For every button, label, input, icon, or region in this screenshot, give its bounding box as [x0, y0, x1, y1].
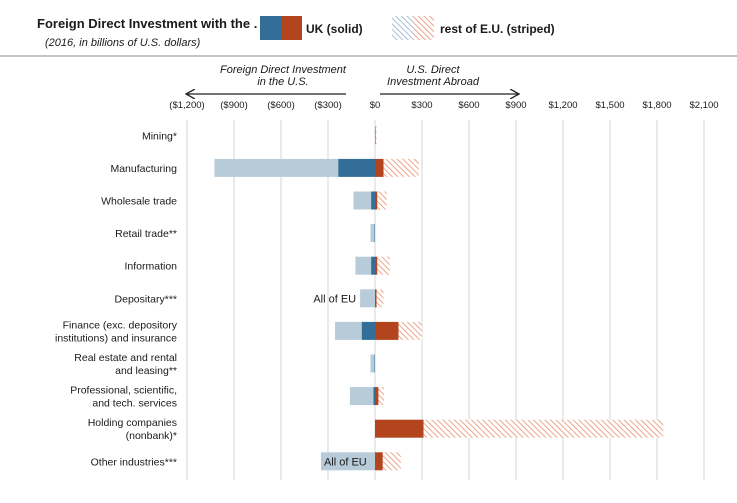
bar-outward-eu	[383, 158, 419, 177]
bar-outward-uk	[375, 387, 379, 406]
chart-subtitle: (2016, in billions of U.S. dollars)	[45, 37, 201, 49]
category-label: Real estate and rental	[74, 352, 177, 364]
bar-outward-eu	[378, 387, 384, 406]
bar-inward-uk	[371, 256, 375, 275]
chart-title: Foreign Direct Investment with the . . .	[37, 16, 272, 31]
category-label: Depositary***	[115, 293, 177, 305]
legend-swatch-eu-inward	[392, 16, 413, 40]
annotations: All of EU All of EU	[313, 293, 366, 468]
bar-outward-uk	[375, 126, 376, 145]
bar-inward-eu	[214, 158, 339, 177]
category-labels: Mining* Manufacturing Wholesale trade Retai…	[55, 130, 178, 468]
category-label: Information	[124, 261, 177, 273]
bar-outward-uk	[375, 289, 377, 308]
bar-outward-uk	[375, 158, 384, 177]
x-tick-label: ($600)	[267, 100, 294, 111]
bar-inward-eu	[349, 387, 374, 406]
category-label: Manufacturing	[110, 163, 177, 175]
bar-inward-uk	[371, 191, 375, 210]
x-tick-labels: ($1,200) ($900) ($600) ($300) $0 $300 $600 $900…	[169, 100, 718, 111]
category-label: Finance (exc. depository	[63, 319, 178, 331]
bar-outward-uk	[375, 321, 399, 340]
bars	[214, 126, 664, 471]
bar-outward-uk	[375, 191, 378, 210]
x-tick-label: ($900)	[220, 100, 247, 111]
category-label: (nonbank)*	[126, 430, 177, 442]
bar-outward-uk	[375, 452, 383, 471]
bar-inward-eu	[320, 452, 375, 471]
bar-inward-eu	[370, 354, 375, 373]
category-label: Holding companies	[88, 417, 177, 429]
category-label: Wholesale trade	[101, 196, 177, 208]
bar-outward-eu	[375, 126, 377, 145]
direction-right-line: U.S. Direct	[406, 64, 460, 76]
x-tick-label: $2,100	[689, 100, 718, 111]
legend-swatch-uk-inward	[260, 16, 281, 40]
x-tick-label: $0	[370, 100, 381, 111]
x-tick-label: $1,500	[595, 100, 624, 111]
category-label: Professional, scientific,	[70, 385, 177, 397]
x-tick-label: ($300)	[314, 100, 341, 111]
category-label: Mining*	[142, 130, 177, 142]
bar-inward-uk	[374, 224, 375, 243]
category-label: and leasing**	[115, 365, 177, 377]
x-tick-label: $300	[411, 100, 432, 111]
legend-label-eu: rest of E.U. (striped)	[440, 22, 555, 36]
bar-inward-uk	[373, 387, 375, 406]
legend-swatch-uk-outward	[281, 16, 302, 40]
bar-inward-eu	[355, 256, 372, 275]
bar-inward-eu	[360, 289, 375, 308]
bar-outward-eu	[423, 419, 664, 438]
category-label: Retail trade**	[115, 228, 177, 240]
x-tick-label: ($1,200)	[169, 100, 204, 111]
bar-inward-eu	[353, 191, 372, 210]
bar-outward-uk	[375, 256, 378, 275]
bar-inward-eu	[335, 321, 362, 340]
x-tick-label: $1,800	[642, 100, 671, 111]
category-label: and tech. services	[92, 398, 177, 410]
legend-swatch-eu-outward	[413, 16, 434, 40]
bar-outward-uk	[375, 419, 424, 438]
direction-left-line: Foreign Direct Investment	[220, 64, 347, 76]
annotation-all-of-eu: All of EU	[324, 456, 367, 468]
x-tick-label: $600	[458, 100, 479, 111]
bar-outward-eu	[377, 256, 390, 275]
bar-outward-eu	[382, 452, 401, 471]
bar-inward-uk	[361, 321, 375, 340]
annotation-all-of-eu: All of EU	[313, 293, 356, 305]
x-tick-label: $900	[505, 100, 526, 111]
category-label: institutions) and insurance	[55, 332, 177, 344]
legend: UK (solid) rest of E.U. (striped)	[260, 16, 555, 40]
category-label: Other industries***	[91, 456, 177, 468]
bar-inward-uk	[374, 354, 375, 373]
bar-inward-uk	[338, 158, 375, 177]
bar-inward-eu	[370, 224, 375, 243]
direction-left-line: in the U.S.	[257, 76, 308, 88]
legend-label-uk: UK (solid)	[306, 22, 363, 36]
x-tick-label: $1,200	[548, 100, 577, 111]
bar-outward-eu	[377, 191, 387, 210]
direction-right-line: Investment Abroad	[387, 76, 480, 88]
bar-outward-eu	[398, 321, 422, 340]
bar-outward-eu	[376, 289, 384, 308]
